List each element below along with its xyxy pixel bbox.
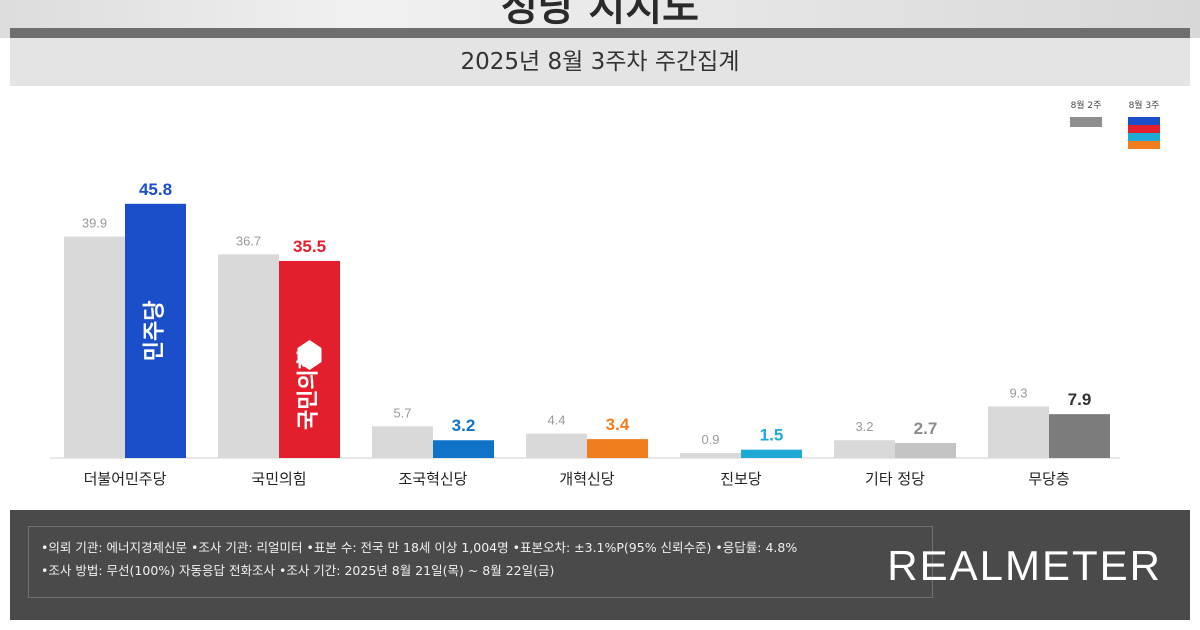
legend-prev-label: 8월 2주 xyxy=(1070,101,1102,111)
legend-cur-swatch xyxy=(1128,117,1160,149)
value-label-cur-category-2: 3.2 xyxy=(452,416,476,435)
survey-notes-line-2: •조사 방법: 무선(100%) 자동응답 전화조사 •조사 기간: 2025년… xyxy=(41,563,555,578)
value-label-cur-category-3: 3.4 xyxy=(606,415,630,434)
realmeter-logo: REALMETER xyxy=(887,542,1162,589)
value-label-cur-category-1: 35.5 xyxy=(293,237,326,256)
bar-cur-category-5 xyxy=(895,443,956,458)
legend-cur-label: 8월 3주 xyxy=(1128,101,1160,111)
value-label-prev-category-0: 39.9 xyxy=(82,216,107,231)
value-label-prev-category-5: 3.2 xyxy=(855,419,873,434)
legend-prev: 8월 2주 xyxy=(1066,98,1106,127)
value-label-prev-category-2: 5.7 xyxy=(393,405,411,420)
party-logo-text-0: 민주당 xyxy=(143,301,168,362)
category-label-category-1: 국민의힘 xyxy=(251,470,306,488)
value-label-prev-category-4: 0.9 xyxy=(701,432,719,447)
bar-prev-category-6 xyxy=(988,406,1049,458)
category-label-category-3: 개혁신당 xyxy=(559,470,614,488)
value-label-cur-category-4: 1.5 xyxy=(760,426,784,445)
category-label-category-2: 조국혁신당 xyxy=(398,470,467,488)
bar-prev-category-4 xyxy=(680,453,741,458)
bar-chart: 39.9 45.8 더불어민주당 36.7 35.5 국민의힘 5.7 3.2 조국혁신당 4.4… xyxy=(50,180,1120,488)
bar-cur-category-0 xyxy=(125,203,186,458)
category-label-category-6: 무당층 xyxy=(1028,470,1069,488)
bar-cur-category-6 xyxy=(1049,414,1110,458)
bar-prev-category-0 xyxy=(64,236,125,458)
bar-prev-category-2 xyxy=(372,426,433,458)
header-divider xyxy=(10,28,1190,38)
survey-notes: •의뢰 기관: 에너지경제신문 •조사 기관: 리얼미터 •표본 수: 전국 만… xyxy=(28,526,933,598)
survey-notes-line-1: •의뢰 기관: 에너지경제신문 •조사 기관: 리얼미터 •표본 수: 전국 만… xyxy=(41,540,798,555)
bar-prev-category-3 xyxy=(526,433,587,458)
value-label-prev-category-6: 9.3 xyxy=(1009,385,1027,400)
value-label-cur-category-5: 2.7 xyxy=(914,419,938,438)
value-label-cur-category-0: 45.8 xyxy=(139,180,172,199)
bar-prev-category-1 xyxy=(218,254,279,458)
footer: •의뢰 기관: 에너지경제신문 •조사 기관: 리얼미터 •표본 수: 전국 만… xyxy=(10,510,1190,620)
value-label-cur-category-6: 7.9 xyxy=(1068,390,1092,409)
bar-cur-category-3 xyxy=(587,439,648,458)
legend-prev-swatch xyxy=(1070,117,1102,127)
value-label-prev-category-3: 4.4 xyxy=(547,413,565,428)
chart-subtitle: 2025년 8월 3주차 주간집계 xyxy=(10,38,1190,86)
value-label-prev-category-1: 36.7 xyxy=(236,233,261,248)
category-label-category-0: 더불어민주당 xyxy=(84,470,167,488)
category-label-category-5: 기타 정당 xyxy=(865,470,925,488)
category-label-category-4: 진보당 xyxy=(720,470,762,488)
bar-prev-category-5 xyxy=(834,440,895,458)
legend-cur: 8월 3주 xyxy=(1124,98,1164,149)
bar-cur-category-4 xyxy=(741,449,802,458)
bar-cur-category-2 xyxy=(433,440,494,458)
ppp-logo-mark-icon xyxy=(297,340,322,370)
page-title: 정당 지지도 xyxy=(501,0,699,30)
